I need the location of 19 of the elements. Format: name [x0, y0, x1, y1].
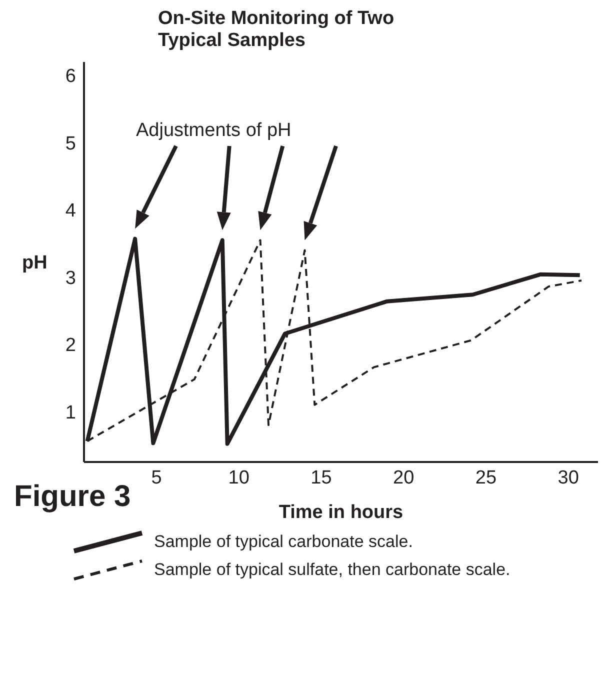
x-tick-label: 20: [393, 467, 414, 488]
y-axis-title: pH: [22, 252, 48, 274]
annotation: Adjustments of pH: [136, 120, 292, 141]
x-tick-label: 10: [228, 467, 250, 488]
y-tick-label: 3: [65, 268, 76, 289]
caption: Figure 3: [14, 480, 131, 514]
legend-label: Sample of typical sulfate, then carbonate scale.: [154, 560, 510, 580]
x-tick-label: 5: [151, 467, 162, 488]
y-tick-label: 1: [65, 402, 76, 424]
y-tick-label: 5: [65, 133, 76, 154]
chart-title: On-Site Monitoring of Two Typical Samples: [158, 8, 396, 52]
y-tick-label: 2: [65, 335, 76, 356]
x-tick-label: 25: [475, 467, 497, 488]
x-axis-title: Time in hours: [278, 502, 404, 523]
x-tick-label: 30: [558, 467, 579, 488]
y-tick-label: 4: [65, 200, 76, 222]
y-tick-label: 6: [65, 66, 76, 88]
legend-label: Sample of typical carbonate scale.: [154, 532, 413, 552]
x-tick-label: 15: [310, 467, 332, 488]
